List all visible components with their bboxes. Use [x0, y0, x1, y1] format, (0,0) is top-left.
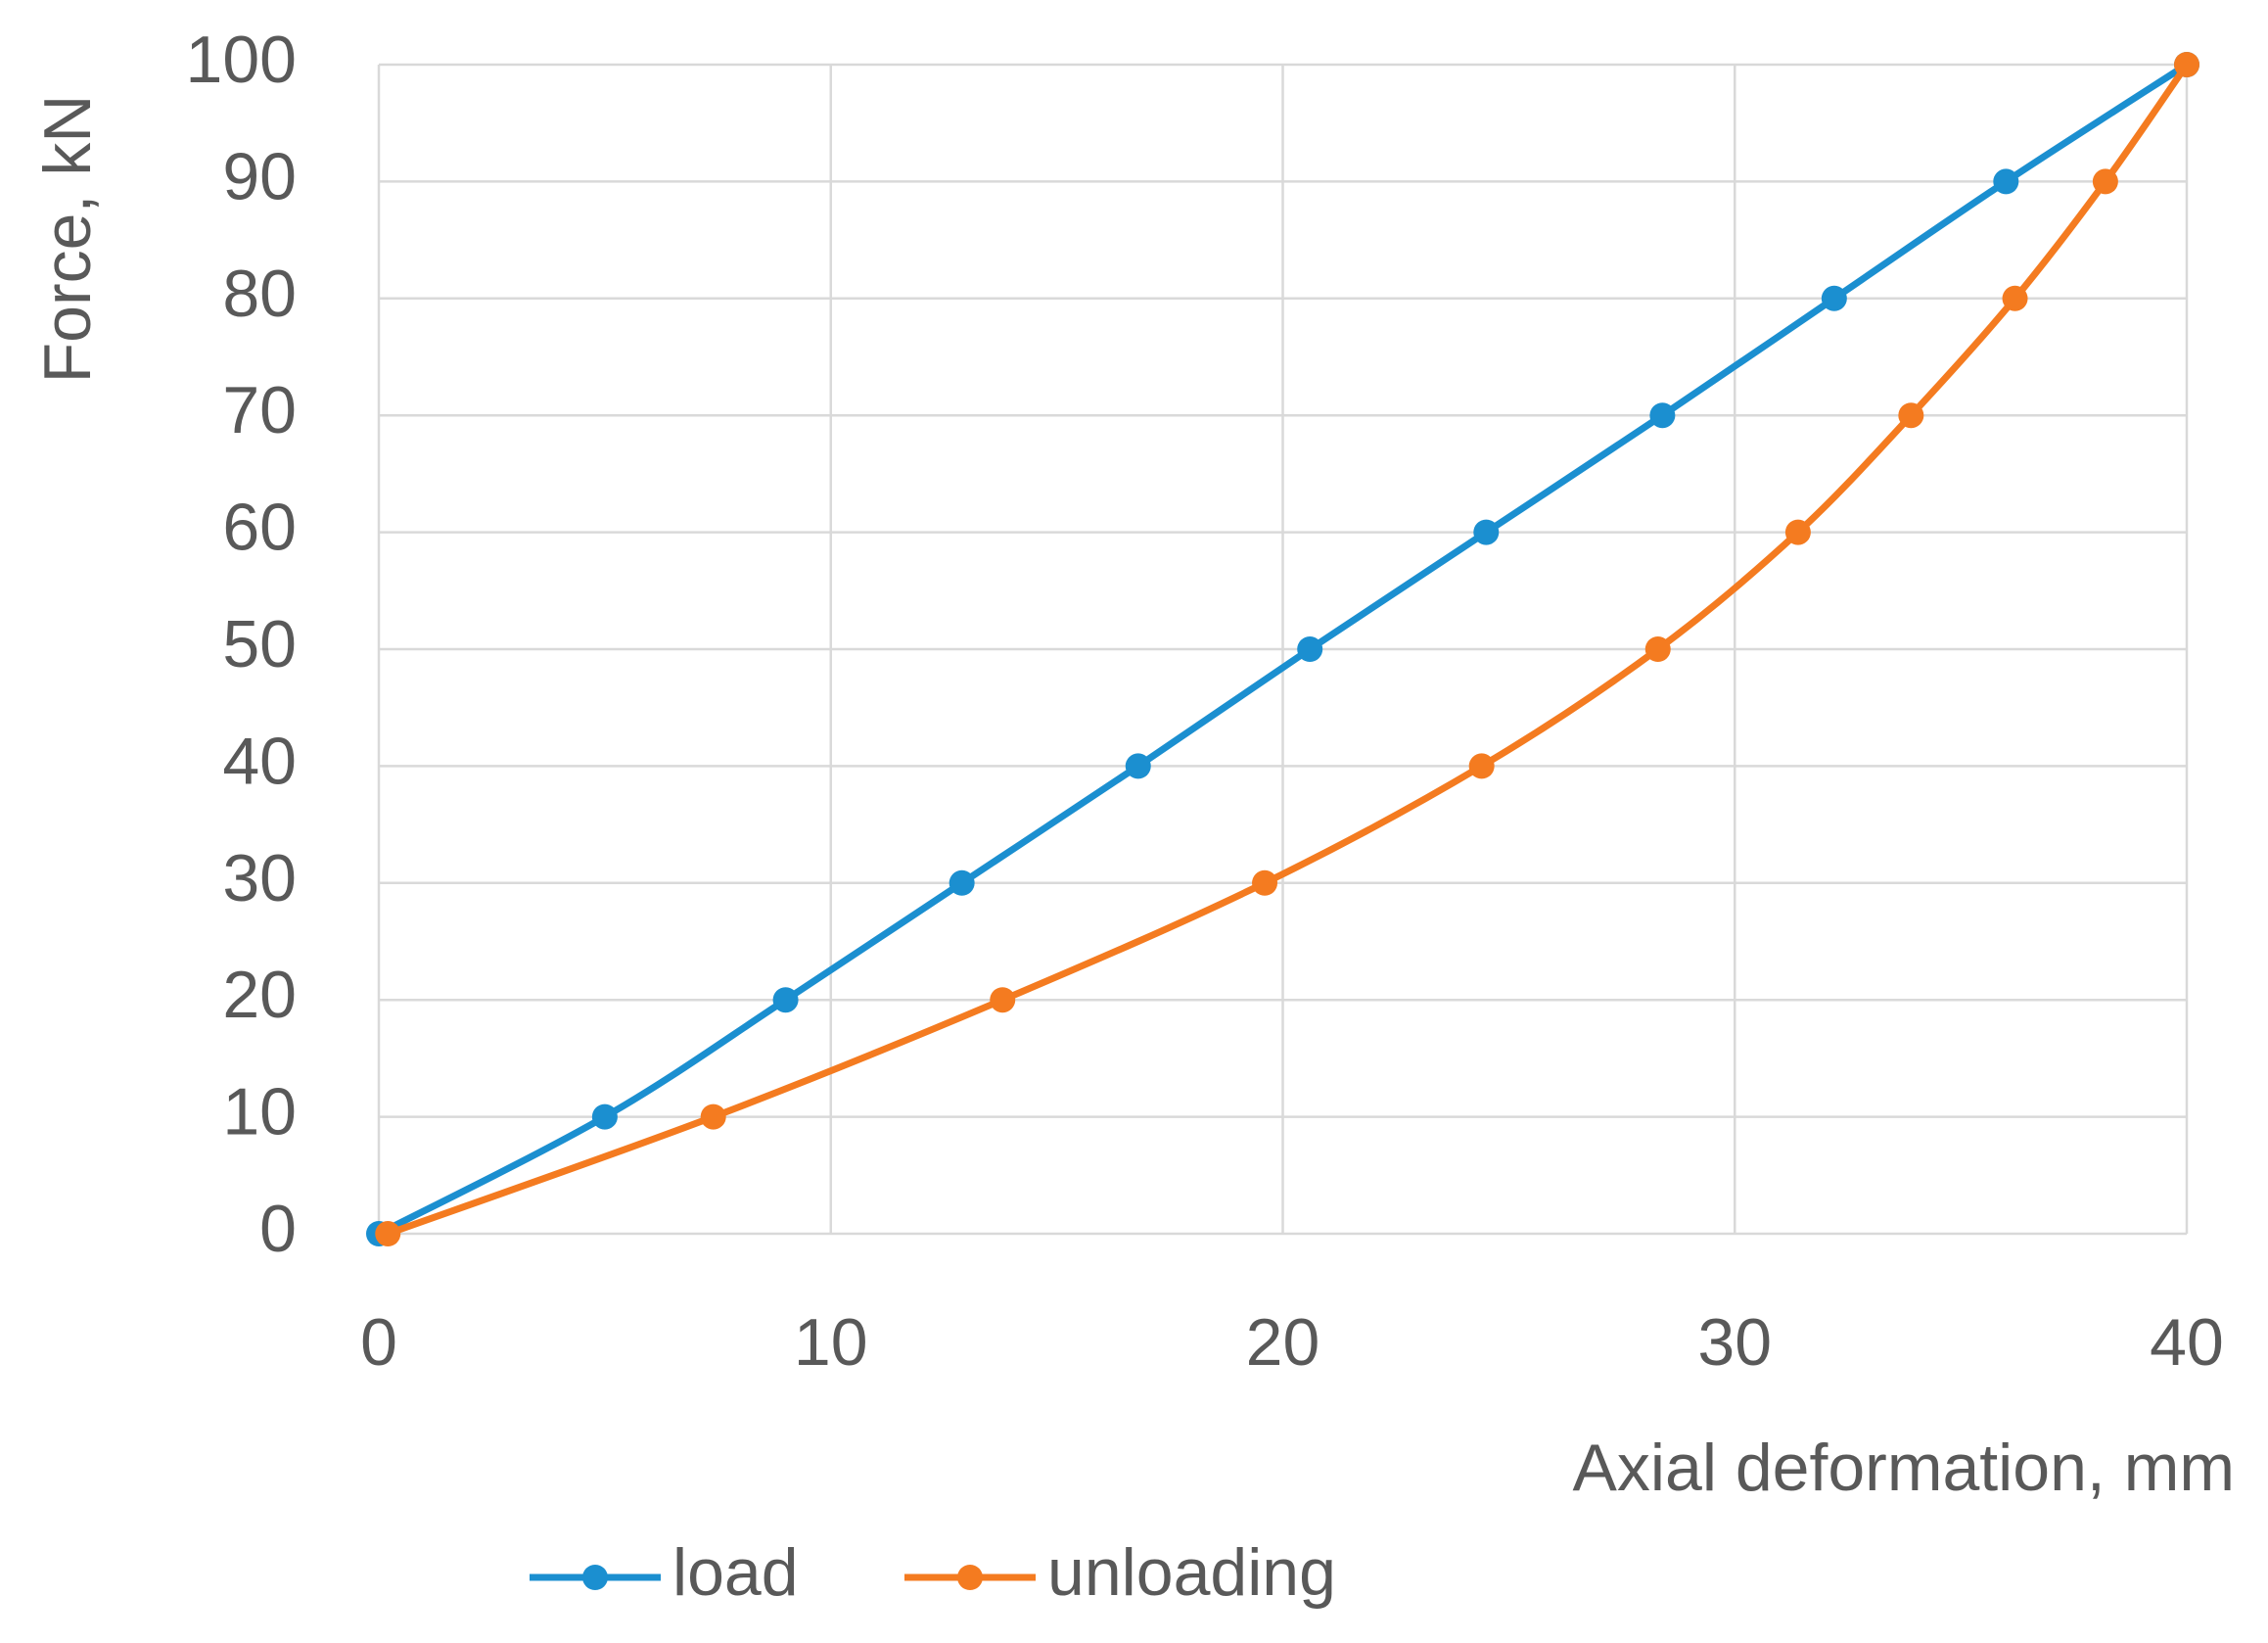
- data-point: [700, 1103, 726, 1130]
- data-point: [990, 987, 1016, 1013]
- x-tick-label: 0: [360, 1305, 397, 1380]
- data-point: [375, 1221, 401, 1246]
- data-point: [949, 869, 975, 896]
- legend-marker: [582, 1565, 608, 1590]
- y-tick-label: 10: [222, 1075, 297, 1150]
- data-point: [1784, 519, 1811, 545]
- x-tick-label: 40: [2150, 1305, 2224, 1380]
- data-point: [1898, 402, 1924, 429]
- data-point: [1297, 636, 1323, 662]
- data-point: [1644, 636, 1671, 662]
- y-tick-label: 30: [222, 841, 297, 915]
- y-tick-label: 90: [222, 139, 297, 213]
- x-tick-label: 30: [1697, 1305, 1772, 1380]
- data-point: [2092, 168, 2118, 195]
- x-tick-label: 20: [1246, 1305, 1320, 1380]
- data-point: [1993, 168, 2019, 195]
- y-axis-title: Force, kN: [30, 95, 105, 384]
- legend-label: unloading: [1047, 1535, 1336, 1610]
- data-point: [772, 987, 799, 1013]
- data-point: [2002, 285, 2028, 311]
- y-tick-label: 50: [222, 607, 297, 681]
- y-tick-label: 70: [222, 373, 297, 447]
- data-point: [1473, 519, 1500, 545]
- data-point: [1821, 285, 1847, 311]
- x-tick-label: 10: [794, 1305, 868, 1380]
- y-tick-label: 100: [186, 23, 297, 97]
- legend-label: load: [672, 1535, 799, 1610]
- y-tick-label: 40: [222, 724, 297, 798]
- y-tick-label: 0: [259, 1192, 297, 1266]
- y-tick-label: 80: [222, 257, 297, 331]
- data-point: [591, 1103, 618, 1130]
- data-point: [1125, 753, 1151, 779]
- y-tick-label: 60: [222, 491, 297, 565]
- data-point: [2174, 52, 2199, 77]
- legend-marker: [957, 1565, 983, 1590]
- data-point: [1252, 869, 1278, 896]
- y-tick-label: 20: [222, 958, 297, 1032]
- x-axis-title: Axial deformation, mm: [1573, 1431, 2235, 1505]
- data-point: [1468, 753, 1495, 779]
- data-point: [1649, 402, 1676, 429]
